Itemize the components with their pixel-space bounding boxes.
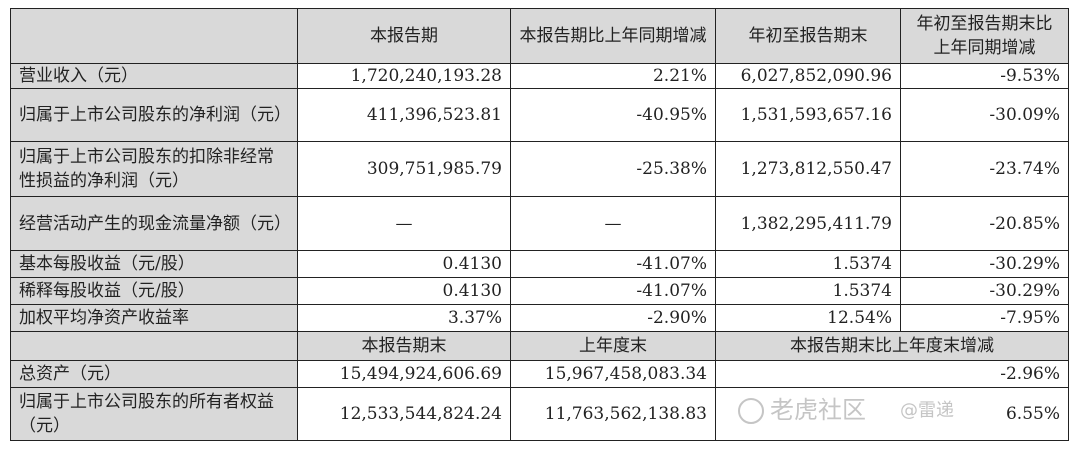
value-cell: 0.4130 bbox=[297, 250, 511, 278]
value-cell: -2.96% bbox=[715, 360, 1069, 388]
value-cell: 15,494,924,606.69 bbox=[297, 360, 511, 388]
value-cell: 411,396,523.81 bbox=[297, 88, 511, 142]
row-label: 稀释每股收益（元/股） bbox=[10, 277, 298, 305]
row-label: 归属于上市公司股东的所有者权益（元） bbox=[10, 387, 298, 441]
value-cell: -41.07% bbox=[510, 250, 716, 278]
header-row: 本报告期 本报告期比上年同期增减 年初至报告期末 年初至报告期末比上年同期增减 bbox=[10, 8, 1069, 64]
value-cell: -41.07% bbox=[510, 277, 716, 305]
value-cell: 309,751,985.79 bbox=[297, 141, 511, 197]
header-row-2: 本报告期末 上年度末 本报告期末比上年度末增减 bbox=[10, 331, 1069, 361]
row-label: 营业收入（元） bbox=[10, 63, 298, 89]
row-label: 总资产（元） bbox=[10, 360, 298, 388]
value-cell: — bbox=[297, 196, 511, 251]
row-label: 基本每股收益（元/股） bbox=[10, 250, 298, 278]
value-cell: 1,531,593,657.16 bbox=[715, 88, 901, 142]
table-row: 营业收入（元） 1,720,240,193.28 2.21% 6,027,852,09… bbox=[10, 63, 1069, 89]
value-cell: 1.5374 bbox=[715, 250, 901, 278]
value-cell: -30.29% bbox=[900, 250, 1069, 278]
column-header: 年初至报告期末 bbox=[715, 8, 901, 64]
value-cell: 0.4130 bbox=[297, 277, 511, 305]
value-cell: 12.54% bbox=[715, 304, 901, 332]
corner-cell bbox=[10, 8, 298, 64]
value-cell: 11,763,562,138.83 bbox=[510, 387, 716, 441]
value-cell: 6.55% bbox=[715, 387, 1069, 441]
row-label: 归属于上市公司股东的净利润（元） bbox=[10, 88, 298, 142]
value-cell: -20.85% bbox=[900, 196, 1069, 251]
value-cell: 6,027,852,090.96 bbox=[715, 63, 901, 89]
value-cell: 15,967,458,083.34 bbox=[510, 360, 716, 388]
value-cell: -30.29% bbox=[900, 277, 1069, 305]
corner-cell bbox=[10, 331, 298, 361]
column-header: 本报告期末 bbox=[297, 331, 511, 361]
table-row: 归属于上市公司股东的净利润（元） 411,396,523.81 -40.95% 1,5… bbox=[10, 88, 1069, 142]
column-header: 本报告期比上年同期增减 bbox=[510, 8, 716, 64]
value-cell: 1,273,812,550.47 bbox=[715, 141, 901, 197]
value-cell: -9.53% bbox=[900, 63, 1069, 89]
value-cell: 1.5374 bbox=[715, 277, 901, 305]
table-row: 归属于上市公司股东的所有者权益（元） 12,533,544,824.24 11,76… bbox=[10, 387, 1069, 441]
value-cell: -25.38% bbox=[510, 141, 716, 197]
column-header: 年初至报告期末比上年同期增减 bbox=[900, 8, 1069, 64]
table-row: 总资产（元） 15,494,924,606.69 15,967,458,083.34… bbox=[10, 360, 1069, 388]
table-row: 基本每股收益（元/股） 0.4130 -41.07% 1.5374 -30.29% bbox=[10, 250, 1069, 278]
table-row: 经营活动产生的现金流量净额（元） — —1,382,295,411.79 -20.85… bbox=[10, 196, 1069, 251]
value-cell: 1,382,295,411.79 bbox=[715, 196, 901, 251]
value-cell: 3.37% bbox=[297, 304, 511, 332]
financial-summary-table: 本报告期 本报告期比上年同期增减 年初至报告期末 年初至报告期末比上年同期增减 营业收入… bbox=[10, 8, 1069, 441]
row-label: 经营活动产生的现金流量净额（元） bbox=[10, 196, 298, 251]
value-cell: — bbox=[510, 196, 716, 251]
value-cell: -7.95% bbox=[900, 304, 1069, 332]
value-cell: 2.21% bbox=[510, 63, 716, 89]
table-row: 稀释每股收益（元/股） 0.4130 -41.07% 1.5374 -30.29% bbox=[10, 277, 1069, 305]
column-header: 本报告期末比上年度末增减 bbox=[715, 331, 1069, 361]
table-row: 归属于上市公司股东的扣除非经常性损益的净利润（元） 309,751,985.79-… bbox=[10, 141, 1069, 197]
value-cell: 12,533,544,824.24 bbox=[297, 387, 511, 441]
value-cell: -40.95% bbox=[510, 88, 716, 142]
column-header: 本报告期 bbox=[297, 8, 511, 64]
row-label: 归属于上市公司股东的扣除非经常性损益的净利润（元） bbox=[10, 141, 298, 197]
value-cell: -2.90% bbox=[510, 304, 716, 332]
column-header: 上年度末 bbox=[510, 331, 716, 361]
value-cell: -30.09% bbox=[900, 88, 1069, 142]
value-cell: -23.74% bbox=[900, 141, 1069, 197]
value-cell: 1,720,240,193.28 bbox=[297, 63, 511, 89]
table-row: 加权平均净资产收益率 3.37% -2.90% 12.54% -7.95% bbox=[10, 304, 1069, 332]
row-label: 加权平均净资产收益率 bbox=[10, 304, 298, 332]
